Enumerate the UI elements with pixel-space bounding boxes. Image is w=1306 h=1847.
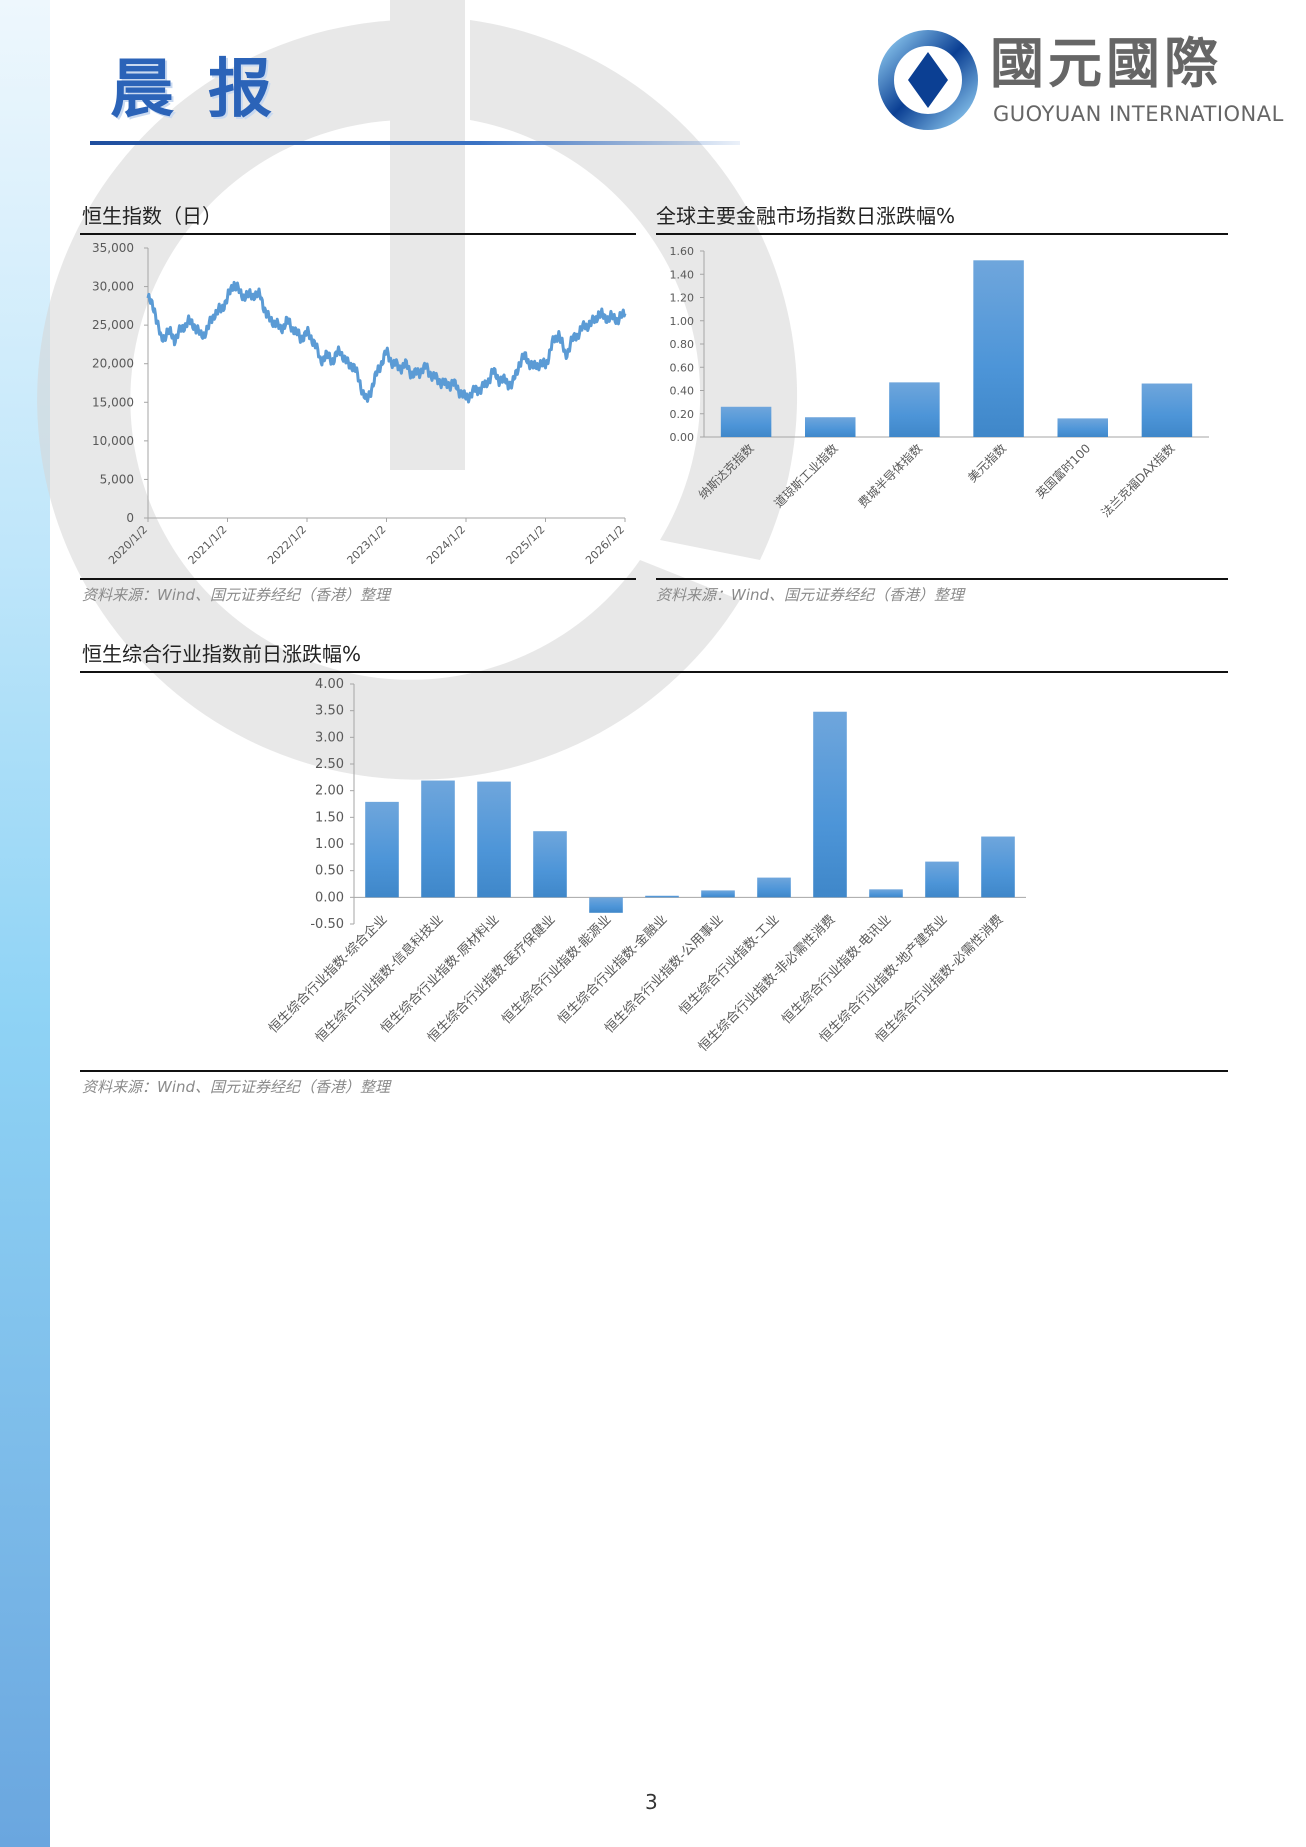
hsci-bar [645,895,679,898]
global-x-tick-label: 英国富时100 [1033,441,1094,502]
global-y-tick-label: 1.20 [670,292,695,305]
global-y-tick-label: 0.00 [670,431,695,444]
hsci-bar [757,877,791,898]
hsci-chart-title: 恒生综合行业指数前日涨跌幅% [82,642,362,666]
hsi-y-tick-label: 35,000 [92,241,134,255]
hsi-title-rule [80,233,636,235]
hsi-line-series [146,280,627,404]
hsci-y-tick-label: 3.50 [315,704,344,719]
decorative-side-strip [0,0,50,1847]
hsci-y-tick-label: 0.00 [315,890,344,905]
hsi-y-tick-label: 15,000 [92,395,134,409]
global-bar [1141,383,1193,437]
watermark-logo [37,0,798,780]
hsci-x-tick-label: 恒生综合行业指数-工业 [677,912,783,1018]
global-bottom-rule [656,578,1228,580]
global-y-tick-label: 0.60 [670,361,695,374]
hsi-y-tick-label: 5,000 [100,472,134,486]
hsi-y-tick-label: 10,000 [92,434,134,448]
hsci-bottom-rule [80,1070,1228,1072]
hsci-y-tick-label: 1.50 [315,810,344,825]
global-bar [1057,418,1108,437]
hsi-x-tick-label: 2025/1/2 [503,523,547,567]
hsci-y-tick-label: 2.00 [315,784,344,799]
global-chart-title: 全球主要金融市场指数日涨跌幅% [656,204,956,228]
hsi-y-tick-label: 0 [126,511,134,525]
hsci-y-tick-label: 0.50 [315,864,344,879]
hsi-x-tick-label: 2026/1/2 [583,523,627,567]
page-number: 3 [645,1790,658,1814]
hsci-bar [589,897,623,913]
global-y-tick-label: 1.40 [670,268,695,281]
hsci-y-tick-label: 2.50 [315,757,344,772]
global-y-tick-label: 1.60 [670,245,695,258]
hsci-bar [869,889,903,898]
title-underline [90,141,740,145]
global-x-tick-label: 美元指数 [965,441,1010,486]
hsci-bar [701,890,735,898]
hsci-bar [421,780,455,898]
hsi-x-tick-label: 2024/1/2 [424,523,468,567]
hsci-x-tick-label: 恒生综合行业指数-金融业 [555,912,671,1028]
global-bar [973,260,1024,437]
hsci-x-tick-label: 恒生综合行业指数-公用事业 [602,912,726,1036]
global-x-tick-label: 法兰克福DAX指数 [1098,441,1178,521]
hsci-y-tick-label: 1.00 [315,837,344,852]
hsci-title-rule [80,671,1228,673]
hsci-x-tick-label: 恒生综合行业指数-能源业 [499,912,614,1027]
hsci-y-tick-label: -0.50 [310,917,344,932]
logo-text-en: GUOYUAN INTERNATIONAL [993,102,1284,126]
logo-text-cn: 國元國際 [990,32,1222,95]
global-title-rule [656,233,1228,235]
hsci-bar [477,781,511,898]
hsi-x-tick-label: 2023/1/2 [344,523,388,567]
hsi-y-tick-label: 25,000 [92,318,134,332]
global-x-tick-label: 费城半导体指数 [855,441,925,511]
global-bar [720,406,772,437]
hsi-y-tick-label: 30,000 [92,280,134,294]
hsci-source: 资料来源：Wind、国元证券经纪（香港）整理 [82,1078,391,1096]
global-y-tick-label: 0.40 [670,385,695,398]
hsci-bar [813,711,847,898]
global-y-tick-label: 0.80 [670,338,695,351]
hsci-bar [981,836,1015,898]
hsi-source: 资料来源：Wind、国元证券经纪（香港）整理 [82,586,391,604]
hsi-y-tick-label: 20,000 [92,357,134,371]
global-bar [805,417,856,437]
hsi-chart-title: 恒生指数（日） [82,204,222,228]
hsci-bar [925,861,959,898]
global-source: 资料来源：Wind、国元证券经纪（香港）整理 [656,586,965,604]
hsci-y-tick-label: 3.00 [315,730,344,745]
brand-logo-mark [878,30,978,130]
page-title: 晨报 [110,52,306,127]
global-y-tick-label: 0.20 [670,408,695,421]
hsci-x-tick-label: 恒生综合行业指数-电讯业 [779,912,894,1027]
global-bar [889,382,940,437]
hsi-x-tick-label: 2022/1/2 [265,523,309,567]
global-y-tick-label: 1.00 [670,315,695,328]
hsi-x-tick-label: 2021/1/2 [185,523,229,567]
hsi-bottom-rule [80,578,636,580]
hsci-y-tick-label: 4.00 [315,677,344,692]
hsci-x-tick-label: 恒生综合行业指数-原材料业 [378,912,502,1036]
hsci-bar [365,801,399,898]
hsci-bar [533,831,567,898]
